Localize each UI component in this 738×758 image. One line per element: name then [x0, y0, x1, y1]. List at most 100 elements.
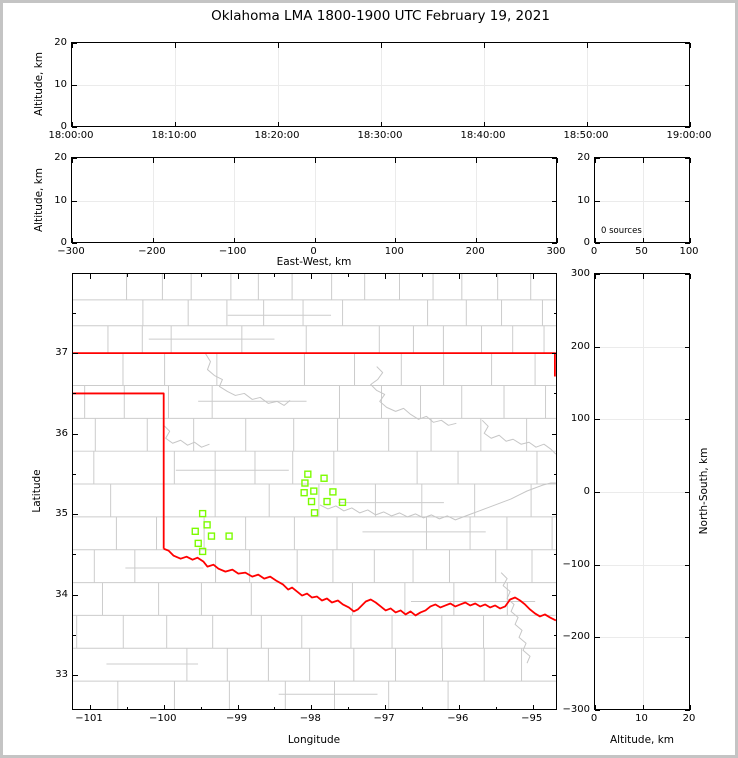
tick-label: 100: [679, 246, 699, 257]
tick-mark: [314, 238, 316, 243]
tick-label: 0: [60, 237, 67, 248]
tick-mark: [587, 122, 588, 127]
tick-mark: [595, 274, 596, 279]
tick-label: 19:00:00: [666, 130, 712, 141]
tick-label: 34: [55, 588, 68, 600]
tick-mark: [595, 158, 600, 159]
gridline: [595, 346, 689, 348]
gridline: [595, 419, 689, 421]
tick-mark: [476, 158, 478, 163]
tick-mark: [421, 707, 423, 710]
tick-mark: [595, 158, 596, 163]
tick-label: 0: [60, 121, 67, 132]
tick-label: 18:50:00: [563, 130, 609, 141]
tick-mark: [72, 43, 77, 44]
tick-mark: [532, 705, 534, 710]
tick-mark: [552, 243, 557, 244]
tick-label: 18:10:00: [151, 130, 197, 141]
tick-mark: [126, 274, 128, 277]
tick-label: −300: [562, 704, 590, 715]
tick-mark: [395, 238, 397, 243]
tick-mark: [73, 473, 76, 475]
tick-mark: [73, 514, 78, 516]
tick-mark: [458, 274, 460, 279]
tick-mark: [395, 158, 397, 163]
source-marker: [198, 509, 207, 518]
tick-label: 0: [583, 237, 590, 248]
tick-mark: [495, 707, 497, 710]
tick-mark: [200, 274, 202, 277]
tick-mark: [685, 419, 690, 421]
tick-mark: [274, 707, 276, 710]
tick-mark: [587, 43, 588, 48]
tick-label: −97: [373, 713, 395, 724]
tick-mark: [685, 346, 690, 348]
tick-mark: [233, 158, 235, 163]
tick-mark: [642, 274, 644, 279]
tick-mark: [685, 127, 690, 128]
tick-mark: [72, 122, 73, 127]
gridline: [595, 200, 689, 202]
tick-label: 50: [635, 246, 648, 257]
tick-label: 10: [54, 79, 67, 90]
tick-mark: [175, 43, 176, 48]
tick-mark: [685, 710, 690, 711]
tick-mark: [381, 122, 382, 127]
tick-mark: [278, 43, 279, 48]
tick-mark: [278, 122, 279, 127]
river-lines: [163, 353, 556, 664]
gridline: [72, 200, 556, 202]
tick-mark: [73, 675, 78, 677]
oklahoma-map: [73, 274, 556, 709]
source-marker: [329, 488, 337, 496]
tick-label: −100: [218, 246, 247, 257]
panel-eastwest-altitude: [71, 157, 558, 244]
source-marker: [198, 547, 207, 556]
tick-mark: [274, 274, 276, 277]
tick-mark: [595, 274, 600, 275]
tick-mark: [554, 635, 557, 637]
tick-mark: [552, 158, 557, 159]
gridline: [642, 274, 644, 709]
tick-label: 18:20:00: [254, 130, 300, 141]
tick-label: −95: [521, 713, 543, 724]
tick-mark: [72, 158, 77, 159]
tick-mark: [126, 707, 128, 710]
tick-label: 10: [635, 713, 648, 724]
tick-label: 20: [577, 152, 590, 163]
source-marker: [203, 521, 211, 529]
tick-mark: [552, 200, 557, 202]
gridline: [175, 43, 176, 126]
tick-mark: [554, 312, 557, 314]
tick-mark: [73, 433, 78, 435]
tick-label: 20: [682, 713, 696, 724]
tick-mark: [642, 705, 644, 710]
tick-mark: [690, 43, 691, 48]
tick-mark: [554, 473, 557, 475]
tick-mark: [73, 393, 76, 395]
tick-mark: [385, 705, 387, 710]
tick-mark: [163, 705, 165, 710]
tick-mark: [72, 127, 77, 128]
source-marker: [310, 487, 318, 495]
gridline: [72, 85, 689, 86]
tick-mark: [552, 675, 557, 677]
tick-mark: [690, 705, 691, 710]
tick-mark: [690, 238, 691, 243]
tick-mark: [421, 274, 423, 277]
gridline: [395, 158, 397, 242]
source-marker: [320, 474, 328, 482]
tick-label: −100: [562, 558, 590, 570]
tick-mark: [73, 554, 76, 556]
tick-mark: [595, 492, 600, 493]
tick-label: 37: [55, 346, 68, 358]
tick-label: 10: [577, 194, 590, 206]
axis-label-northsouth: North-South, km: [698, 447, 710, 535]
source-marker: [338, 498, 347, 507]
tick-mark: [237, 274, 239, 279]
tick-mark: [72, 158, 73, 163]
source-marker: [304, 470, 312, 478]
tick-mark: [690, 274, 691, 279]
tick-mark: [200, 707, 202, 710]
tick-mark: [685, 85, 690, 86]
